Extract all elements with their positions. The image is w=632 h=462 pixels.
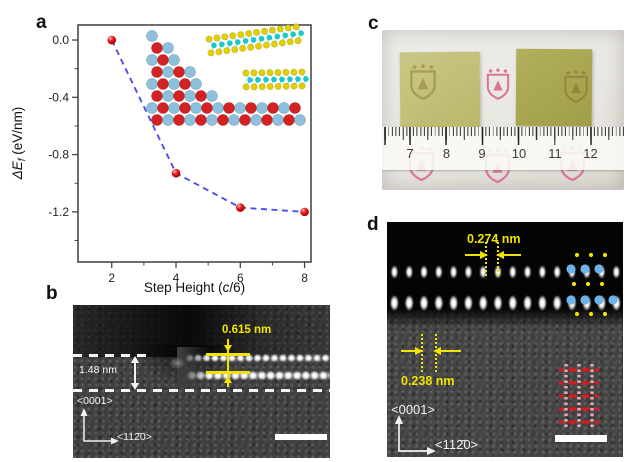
axis-1120-label: <112̄0> — [117, 431, 152, 443]
ruler-number: 7 — [406, 146, 414, 161]
svg-text:0.0: 0.0 — [52, 33, 69, 47]
atom-overlay-pink-red — [559, 364, 599, 428]
arrow-line — [441, 350, 461, 352]
svg-text:-1.2: -1.2 — [48, 205, 69, 219]
ruler-numbers: 7 8 9 10 11 12 — [382, 127, 624, 170]
step-height-measurement: 1.48 nm — [79, 364, 117, 376]
energy-vs-step-height-chart: 2 4 6 8 0.0 -0.4 -0.8 -1.2 Step Height (c/6) ΔEf … — [10, 23, 312, 295]
ruler-number: 11 — [548, 146, 562, 161]
spacing-measurement-bottom: 0.238 nm — [401, 374, 455, 388]
dotted-marker — [421, 334, 423, 372]
panel-a-label: a — [36, 12, 47, 33]
arrow-right-icon — [415, 347, 423, 355]
dotted-marker — [497, 242, 499, 276]
panel-c-photo: 7 8 9 10 11 12 — [382, 30, 624, 190]
svg-text:ΔEf (eV/nm): ΔEf (eV/nm) — [10, 107, 28, 181]
svg-text:2: 2 — [108, 271, 115, 285]
axis-0001-label: <0001> — [77, 395, 113, 407]
inset-atomic-model — [146, 23, 309, 126]
dotted-marker — [485, 242, 487, 276]
sample-watermarks-layer — [382, 30, 624, 190]
scale-bar — [275, 434, 327, 440]
arrow-line — [465, 254, 482, 256]
arrow-up-icon — [131, 356, 139, 363]
scale-bar — [555, 435, 607, 442]
spacing-measurement: 0.615 nm — [222, 324, 272, 336]
ruler-number: 12 — [583, 146, 598, 161]
ruler: 7 8 9 10 11 12 — [382, 127, 624, 170]
axes-arrows-icon — [80, 408, 119, 445]
arrow-line — [401, 350, 417, 352]
axis-1120-label: <112̄0> — [435, 437, 479, 452]
caliper-line — [227, 339, 229, 387]
spacing-measurement-top: 0.274 nm — [467, 232, 521, 246]
ruler-number: 8 — [442, 146, 451, 161]
arrow-line — [504, 254, 521, 256]
svg-text:-0.4: -0.4 — [48, 90, 69, 104]
arrow-left-icon — [496, 251, 504, 259]
shield-watermark-icon — [486, 68, 510, 100]
upper-dashed-line — [73, 354, 151, 357]
axis-0001-label: <0001> — [391, 402, 436, 417]
height-arrow-line — [134, 358, 136, 388]
ruler-number: 10 — [511, 146, 527, 161]
ruler-cm-ticks — [382, 127, 624, 145]
arrow-left-icon — [433, 347, 441, 355]
atom-overlay-blue-yellow — [566, 252, 618, 317]
svg-text:4: 4 — [173, 271, 180, 285]
svg-text:8: 8 — [301, 271, 308, 285]
arrow-down-icon — [224, 345, 232, 352]
caliper-bar-top — [206, 353, 250, 356]
panel-d-stem-image: 0.274 nm 0.238 nm <0001> <112̄0> — [387, 222, 623, 457]
svg-text:6: 6 — [237, 271, 244, 285]
panel-b-label: b — [46, 283, 58, 304]
wedge-tip-glow — [169, 357, 185, 369]
arrow-up-icon — [224, 376, 232, 383]
shield-watermark-icon — [564, 70, 588, 103]
axes-arrows-icon — [395, 415, 436, 455]
ruler-number: 9 — [478, 146, 486, 161]
lower-dashed-line — [73, 389, 330, 392]
dotted-marker — [435, 334, 437, 372]
panel-d-label: d — [367, 214, 379, 235]
shield-watermark-icon — [410, 64, 436, 100]
svg-text:Step Height (c/6): Step Height (c/6) — [144, 280, 245, 295]
arrow-right-icon — [480, 251, 488, 259]
svg-text:-0.8: -0.8 — [48, 148, 69, 162]
caliper-bar-bottom — [206, 371, 250, 374]
panel-b-stem-image: 1.48 nm 0.615 nm <0001> <112̄0> — [73, 305, 330, 458]
panel-c-label: c — [368, 13, 379, 34]
arrow-down-icon — [131, 383, 139, 390]
wedge-tip-fade — [177, 347, 209, 387]
